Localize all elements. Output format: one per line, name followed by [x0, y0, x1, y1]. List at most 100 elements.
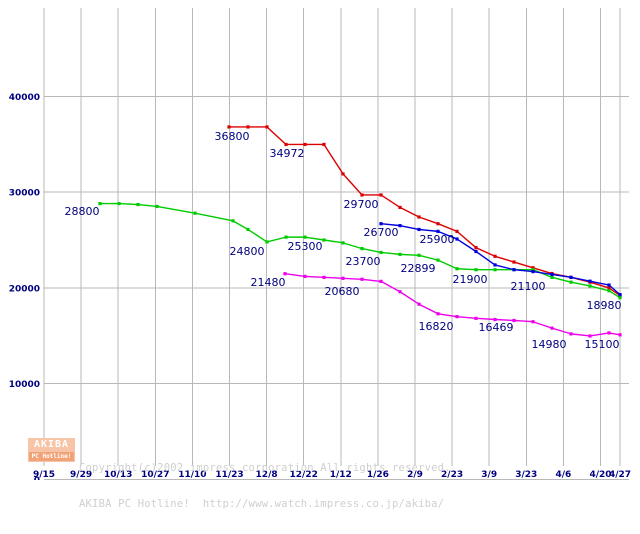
x-axis-tick-label: 11/23: [215, 470, 243, 480]
series-point-green: [493, 268, 497, 272]
series-point-green: [246, 227, 250, 232]
series-point-red: [227, 125, 231, 129]
x-axis-labels: 9/15 9/29 10/13 10/27 11/10 11/23 12/8 12/22 1/1…: [33, 470, 631, 480]
series-point-green: [550, 275, 554, 279]
data-point-label: 34972: [270, 147, 305, 160]
series-point-blue: [531, 270, 535, 274]
series-point-magenta: [303, 274, 307, 279]
data-point-label: 25300: [288, 240, 323, 253]
series-point-green: [474, 268, 478, 272]
series-point-blue: [512, 268, 516, 272]
x-axis-tick-label: 2/23: [441, 470, 463, 480]
series-point-red: [379, 193, 383, 197]
x-axis-tick-label: 11/10: [178, 470, 206, 480]
x-axis-tick-label: 1/26: [367, 470, 389, 480]
series-point-magenta: [322, 275, 326, 279]
series-point-magenta: [417, 302, 421, 306]
data-point-label: 36800: [215, 130, 250, 143]
price-history-line-chart: 0 10000 20000 30000 40000 9/15 9/29 10/13 10/27…: [9, 8, 631, 480]
data-point-label: 22899: [401, 262, 436, 275]
chart-series-group: [98, 125, 622, 338]
series-point-blue: [455, 237, 459, 241]
series-point-blue: [569, 275, 573, 279]
series-point-blue: [550, 272, 554, 277]
series-point-green: [155, 204, 159, 209]
series-point-green: [618, 296, 622, 300]
series-point-magenta: [398, 290, 402, 294]
series-point-green: [398, 252, 402, 256]
series-point-green: [231, 219, 235, 223]
series-point-blue: [493, 263, 497, 267]
series-point-red: [436, 222, 440, 226]
series-point-red: [607, 286, 611, 290]
series-point-red: [265, 125, 269, 129]
series-point-green: [303, 235, 307, 239]
series-point-magenta: [493, 317, 497, 322]
series-point-magenta: [569, 332, 573, 336]
data-point-label: 16820: [419, 320, 454, 333]
x-axis-tick-label: 4/27: [609, 470, 631, 480]
series-point-green: [379, 250, 383, 255]
x-axis-tick-label: 12/8: [256, 470, 278, 480]
series-point-magenta: [379, 279, 383, 283]
copyright-line-2: AKIBA PC Hotline! http://www.watch.impre…: [79, 498, 445, 510]
series-point-magenta: [360, 277, 364, 281]
data-point-label: 29700: [344, 198, 379, 211]
y-axis-tick-label: 40000: [9, 93, 40, 103]
series-point-green: [193, 211, 197, 215]
series-point-red: [341, 172, 345, 176]
series-point-red: [512, 260, 516, 264]
series-point-magenta: [531, 320, 535, 324]
data-point-label: 14980: [532, 338, 567, 351]
data-point-label: 15100: [585, 338, 620, 351]
series-point-red: [360, 193, 364, 197]
series-point-magenta: [588, 334, 592, 338]
y-axis-labels: 0 10000 20000 30000 40000: [9, 93, 40, 480]
series-point-green: [588, 284, 592, 288]
series-point-green: [531, 268, 535, 272]
series-point-red: [474, 246, 478, 250]
data-point-label: 24800: [230, 245, 265, 258]
y-axis-tick-label: 0: [34, 476, 40, 480]
data-point-label: 28800: [65, 205, 100, 218]
series-point-magenta: [341, 276, 345, 280]
y-axis-tick-label: 30000: [9, 189, 40, 199]
series-point-red: [455, 229, 459, 233]
series-point-green: [436, 258, 440, 262]
series-point-green: [360, 247, 364, 251]
series-point-magenta: [618, 333, 622, 337]
series-point-magenta: [455, 315, 459, 319]
x-axis-tick-label: 9/15: [33, 470, 55, 480]
series-point-red: [284, 142, 288, 147]
data-point-label: 18980: [587, 299, 622, 312]
akiba-logo-sub-text: PC Hotline!: [29, 452, 74, 461]
x-axis-tick-label: 3/23: [515, 470, 537, 480]
data-point-label: 21480: [251, 276, 286, 289]
x-axis-tick-label: 4/20: [589, 470, 611, 480]
data-point-label: 23700: [346, 255, 381, 268]
series-point-red: [398, 205, 402, 210]
data-point-label: 26700: [364, 226, 399, 239]
series-point-magenta: [550, 326, 554, 330]
chart-gridlines: [43, 8, 629, 480]
footer-copyright-block: AKIBA PC Hotline! Copyright(c)2002 impre…: [28, 438, 451, 534]
series-point-red: [417, 215, 421, 219]
series-point-green: [98, 201, 102, 206]
series-point-green: [607, 289, 611, 293]
data-point-label: 20680: [325, 285, 360, 298]
chart-container: 0 10000 20000 30000 40000 9/15 9/29 10/13 10/27…: [8, 8, 632, 510]
series-point-green: [136, 202, 140, 207]
series-point-green: [322, 238, 326, 242]
x-axis-tick-label: 3/9: [481, 470, 497, 480]
data-point-label: 25900: [420, 233, 455, 246]
x-axis-tick-label: 9/29: [70, 470, 92, 480]
series-line-blue: [380, 223, 621, 296]
series-point-magenta: [474, 316, 478, 320]
series-point-red: [322, 142, 326, 147]
y-axis-tick-label: 20000: [9, 284, 40, 294]
series-point-blue: [588, 279, 592, 283]
series-point-blue: [618, 293, 622, 297]
x-axis-tick-label: 10/13: [104, 470, 132, 480]
akiba-logo-main-text: AKIBA: [33, 439, 70, 450]
series-point-green: [265, 240, 269, 244]
